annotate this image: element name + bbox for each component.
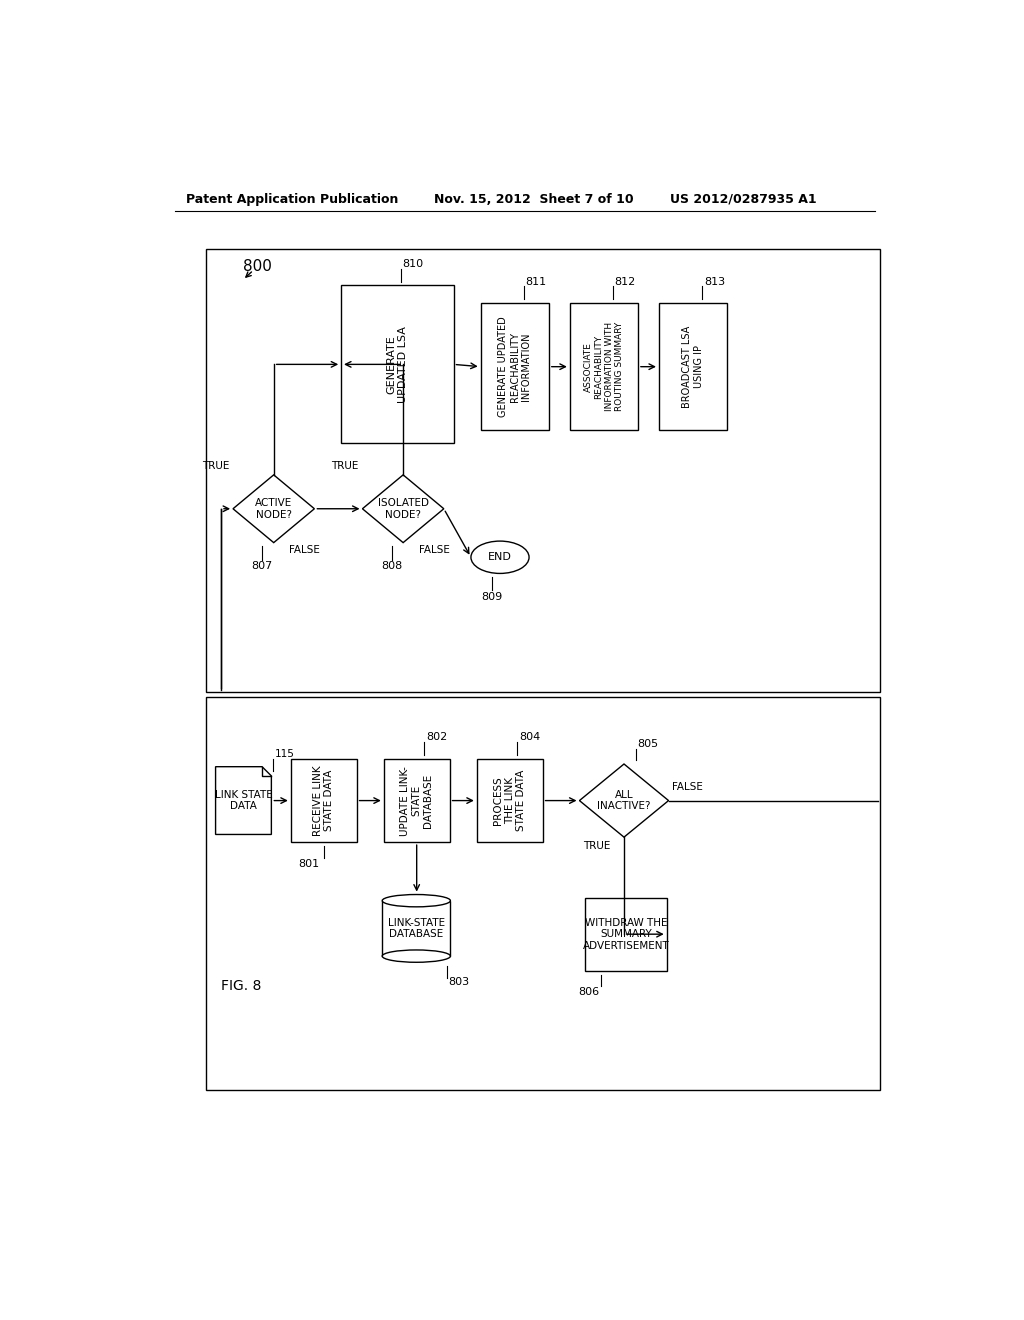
- Text: GENERATE UPDATED
REACHABILITY
INFORMATION: GENERATE UPDATED REACHABILITY INFORMATIO…: [498, 317, 531, 417]
- Text: 803: 803: [449, 977, 469, 987]
- Bar: [569, 304, 638, 430]
- Text: 115: 115: [274, 750, 294, 759]
- Text: UPDATE LINK-
STATE
DATABASE: UPDATE LINK- STATE DATABASE: [400, 766, 433, 836]
- Text: 813: 813: [703, 277, 725, 286]
- Text: 811: 811: [525, 277, 547, 286]
- Text: FALSE: FALSE: [419, 545, 450, 556]
- Bar: [477, 759, 543, 842]
- Text: TRUE: TRUE: [202, 462, 229, 471]
- Text: LINK-STATE
DATABASE: LINK-STATE DATABASE: [388, 917, 444, 940]
- Text: Nov. 15, 2012  Sheet 7 of 10: Nov. 15, 2012 Sheet 7 of 10: [434, 193, 634, 206]
- Text: END: END: [488, 552, 512, 562]
- Text: FIG. 8: FIG. 8: [221, 979, 261, 993]
- Text: BROADCAST LSA
USING IP: BROADCAST LSA USING IP: [682, 326, 703, 408]
- Text: ISOLATED
NODE?: ISOLATED NODE?: [378, 498, 429, 520]
- Text: 807: 807: [252, 561, 272, 570]
- Text: 808: 808: [381, 561, 402, 570]
- Text: US 2012/0287935 A1: US 2012/0287935 A1: [671, 193, 817, 206]
- Text: ALL
INACTIVE?: ALL INACTIVE?: [597, 789, 650, 812]
- Text: Patent Application Publication: Patent Application Publication: [186, 193, 398, 206]
- Text: FALSE: FALSE: [289, 545, 321, 556]
- Text: 801: 801: [299, 859, 319, 869]
- Bar: [291, 759, 356, 842]
- Text: 809: 809: [481, 591, 503, 602]
- Polygon shape: [362, 475, 443, 543]
- Bar: [341, 285, 454, 444]
- Bar: [384, 759, 450, 842]
- Text: TRUE: TRUE: [583, 841, 610, 851]
- Bar: [206, 249, 880, 692]
- Bar: [586, 898, 667, 970]
- Ellipse shape: [471, 541, 529, 573]
- Text: LINK STATE
DATA: LINK STATE DATA: [215, 789, 272, 812]
- Text: PROCESS
THE LINK
STATE DATA: PROCESS THE LINK STATE DATA: [494, 770, 526, 832]
- Text: 804: 804: [519, 733, 541, 742]
- Text: WITHDRAW THE
SUMMARY
ADVERTISEMENT: WITHDRAW THE SUMMARY ADVERTISEMENT: [583, 917, 670, 950]
- Text: 802: 802: [426, 733, 447, 742]
- Bar: [480, 304, 549, 430]
- Text: 800: 800: [243, 259, 271, 273]
- Polygon shape: [233, 475, 314, 543]
- Text: 812: 812: [614, 277, 636, 286]
- Bar: [658, 304, 727, 430]
- Text: 810: 810: [402, 259, 424, 269]
- Text: RECEIVE LINK
STATE DATA: RECEIVE LINK STATE DATA: [313, 766, 335, 836]
- Text: GENERATE
UPDATED LSA: GENERATE UPDATED LSA: [386, 326, 409, 403]
- Text: ASSOCIATE
REACHABILITY
INFORMATION WITH
ROUTING SUMMARY: ASSOCIATE REACHABILITY INFORMATION WITH …: [584, 322, 624, 412]
- Bar: [382, 900, 451, 956]
- Polygon shape: [216, 767, 271, 834]
- Text: TRUE: TRUE: [331, 462, 358, 471]
- Ellipse shape: [382, 950, 451, 962]
- Polygon shape: [580, 764, 669, 837]
- Text: 806: 806: [579, 987, 599, 998]
- Text: FALSE: FALSE: [673, 781, 703, 792]
- Text: ACTIVE
NODE?: ACTIVE NODE?: [255, 498, 292, 520]
- Text: 805: 805: [637, 739, 658, 748]
- Ellipse shape: [382, 895, 451, 907]
- Bar: [206, 697, 880, 1090]
